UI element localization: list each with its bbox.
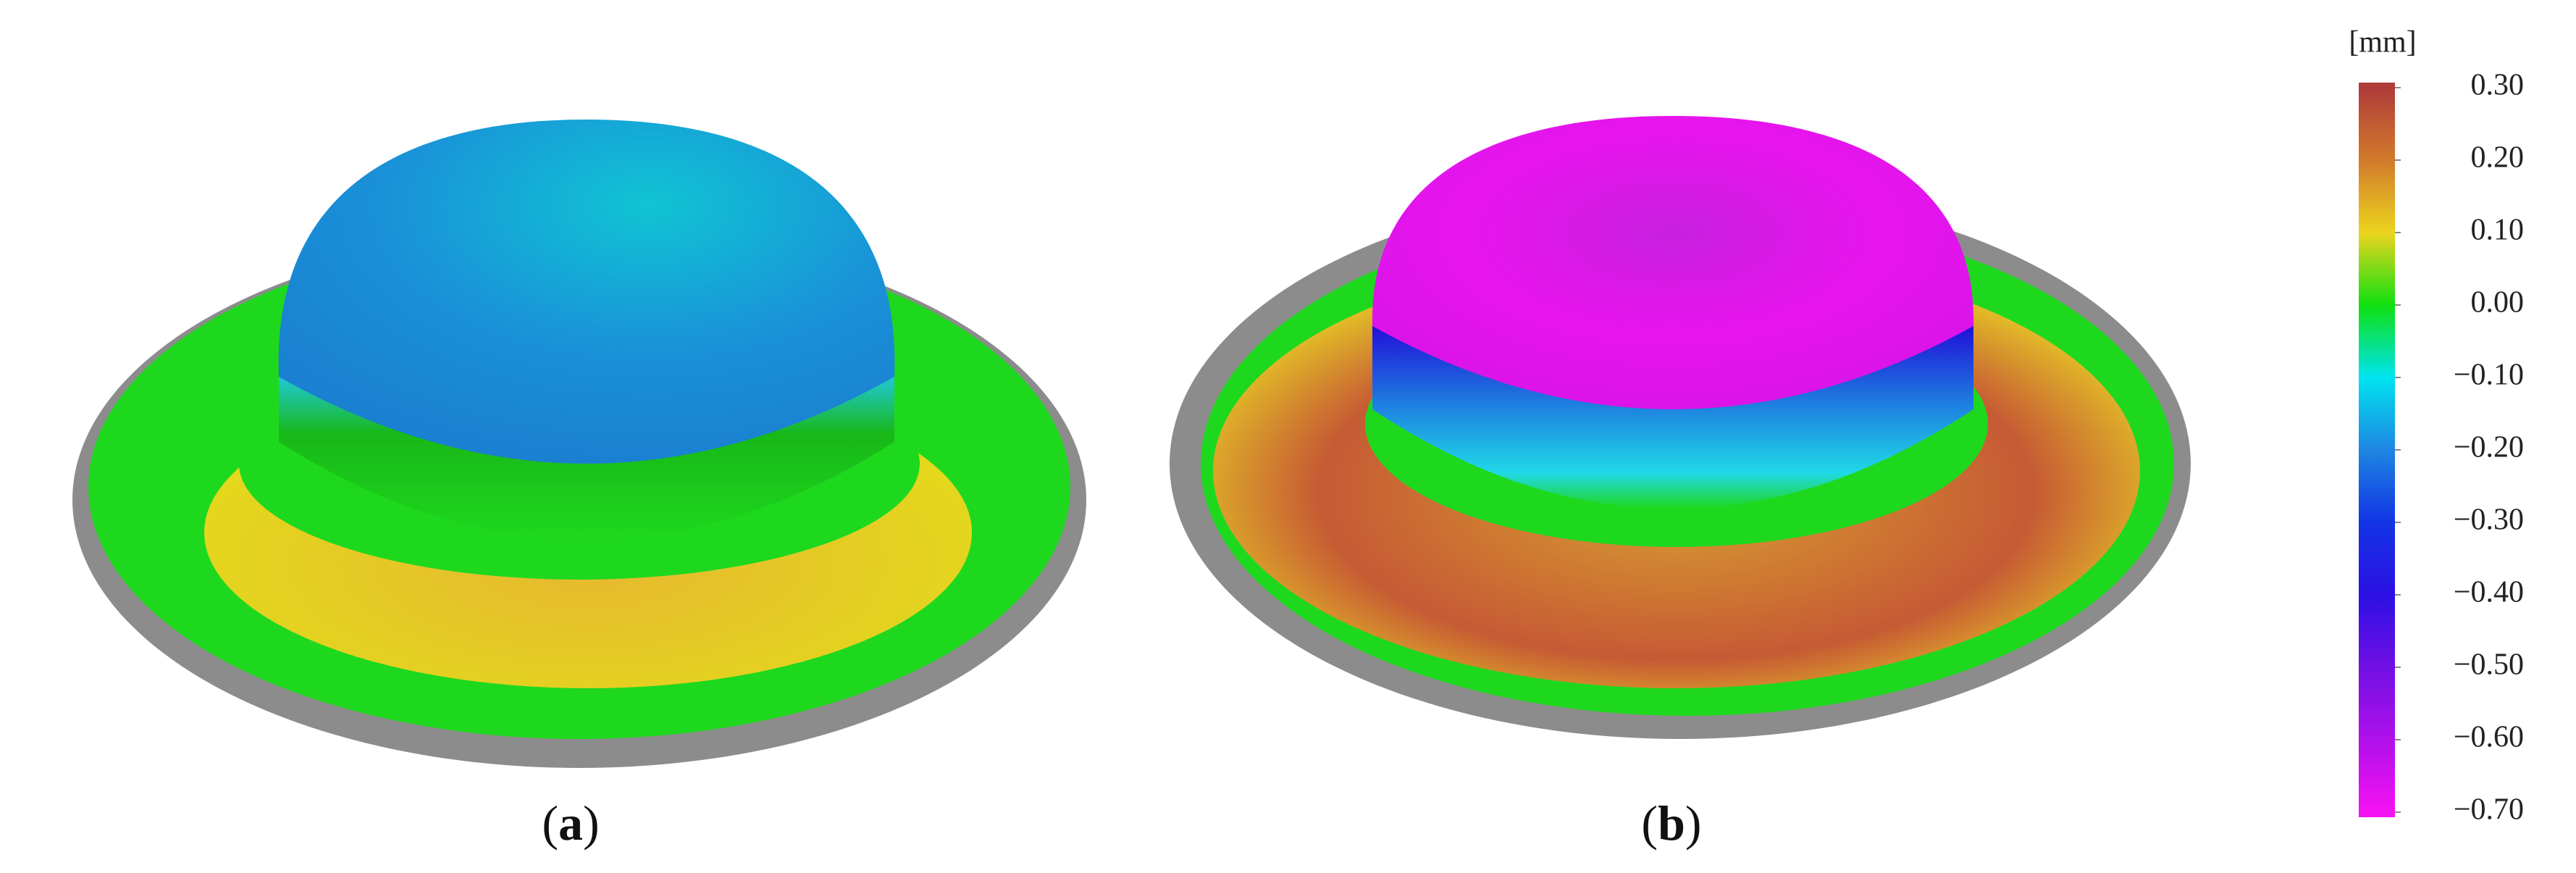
colorbar-tick-label: −0.60 [2454, 721, 2524, 754]
panel-b-surface [1170, 116, 2191, 739]
colorbar-tick-label: 0.00 [2471, 286, 2525, 319]
paren: ) [583, 795, 600, 851]
colorbar-tick-label: −0.40 [2454, 576, 2524, 609]
colorbar-tick-label: −0.30 [2454, 504, 2524, 537]
dome-cap [278, 120, 895, 464]
colorbar-tick-label: 0.10 [2471, 214, 2525, 247]
colorbar-unit: [mm] [2349, 26, 2416, 59]
letter: a [558, 795, 583, 851]
paren: ) [1685, 795, 1702, 851]
paren: ( [542, 795, 558, 851]
panel-label: (a) [542, 795, 599, 851]
dome-cap [1372, 116, 1974, 409]
colorbar [2359, 83, 2395, 817]
panel-a-surface [72, 120, 1086, 768]
paren: ( [1641, 795, 1658, 851]
letter: b [1658, 795, 1685, 851]
colorbar-tick-label: −0.20 [2454, 431, 2524, 464]
colorbar-tick-label: −0.70 [2454, 793, 2524, 827]
colorbar-tick-label: −0.50 [2454, 648, 2524, 682]
colorbar-tick-label: −0.10 [2454, 359, 2524, 392]
colorbar-tick-label: 0.20 [2471, 141, 2525, 175]
panel-label: (b) [1641, 795, 1701, 851]
colorbar-tick-label: 0.30 [2471, 69, 2525, 102]
